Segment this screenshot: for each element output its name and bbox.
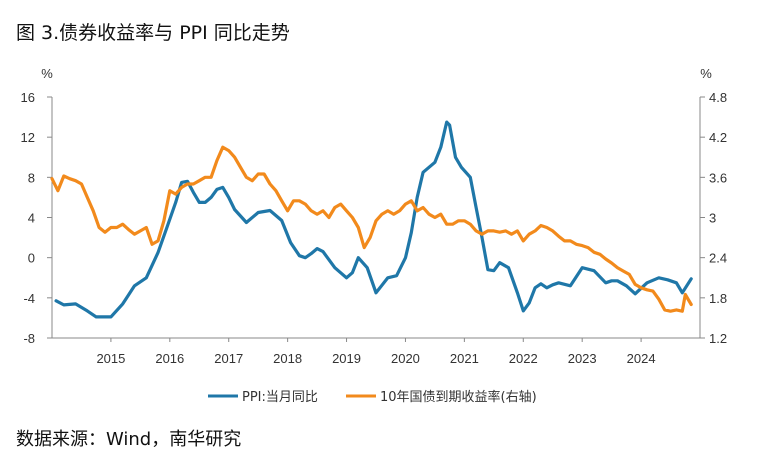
x-tick-label: 2020 (391, 351, 420, 366)
left-tick-label: -8 (23, 331, 35, 346)
series-layer (50, 120, 693, 319)
right-tick-label: 2.4 (709, 251, 727, 266)
legend-yield-label: 10年国债到期收益率(右轴) (380, 389, 537, 405)
x-tick-label: 2023 (568, 351, 597, 366)
left-axis-unit: % (41, 66, 53, 81)
right-tick-label: 3 (709, 211, 716, 226)
legend: PPI:当月同比 10年国债到期收益率(右轴) (208, 389, 537, 405)
chart-title: 图 3.债券收益率与 PPI 同比走势 (16, 22, 290, 44)
right-tick-label: 1.8 (709, 291, 727, 306)
legend-ppi-label: PPI:当月同比 (242, 390, 318, 405)
x-tick-label: 2017 (214, 351, 243, 366)
yield-series-line (50, 145, 693, 313)
x-tick-label: 2021 (450, 351, 479, 366)
left-tick-label: -4 (23, 291, 35, 306)
x-tick-label: 2022 (509, 351, 538, 366)
left-tick-label: 0 (28, 251, 35, 266)
x-tick-label: 2019 (332, 351, 361, 366)
x-tick-label: 2015 (96, 351, 125, 366)
axes-layer: % % 16 12 8 4 0 -4 -8 4.8 4.2 3.6 3 2.4 1.8 1.2 2015 2016… (21, 66, 728, 366)
right-tick-label: 4.2 (709, 130, 727, 145)
ppi-series-line (54, 120, 693, 319)
x-tick-label: 2016 (155, 351, 184, 366)
right-tick-label: 1.2 (709, 331, 727, 346)
right-axis-unit: % (700, 66, 712, 81)
x-tick-label: 2024 (627, 351, 656, 366)
right-tick-label: 4.8 (709, 90, 727, 105)
right-tick-label: 3.6 (709, 170, 727, 185)
left-tick-label: 4 (28, 211, 35, 226)
left-tick-label: 12 (21, 130, 35, 145)
x-tick-label: 2018 (273, 351, 302, 366)
left-tick-label: 8 (28, 170, 35, 185)
source-note: 数据来源：Wind，南华研究 (16, 429, 242, 450)
left-tick-label: 16 (21, 90, 35, 105)
